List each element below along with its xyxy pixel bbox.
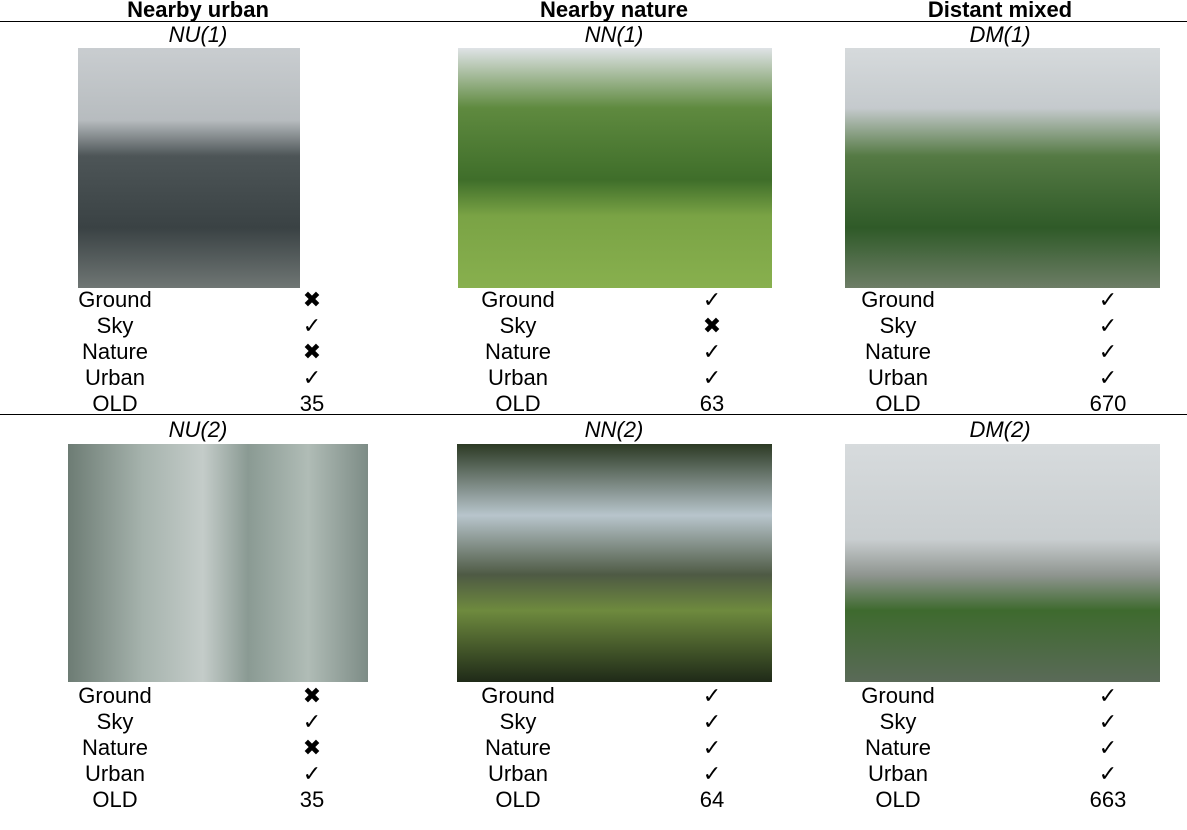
attribute-value: ✓ bbox=[1099, 314, 1117, 338]
attribute-name: Urban bbox=[488, 762, 548, 786]
attribute-value: ✓ bbox=[303, 710, 321, 734]
attribute-value: 64 bbox=[700, 788, 724, 812]
attribute-value: ✓ bbox=[703, 710, 721, 734]
group-rule bbox=[0, 414, 1187, 415]
attribute-name: Nature bbox=[82, 736, 148, 760]
scene-label: NN(1) bbox=[585, 23, 644, 47]
attribute-value: ✓ bbox=[1099, 684, 1117, 708]
scene-photo bbox=[68, 444, 368, 682]
attribute-value: ✓ bbox=[1099, 710, 1117, 734]
attribute-name: Ground bbox=[861, 288, 934, 312]
attribute-name: Nature bbox=[82, 340, 148, 364]
attribute-name: OLD bbox=[92, 392, 137, 416]
scene-label: DM(1) bbox=[969, 23, 1030, 47]
scene-photo bbox=[457, 444, 772, 682]
scene-photo bbox=[78, 48, 300, 288]
attribute-value: ✓ bbox=[303, 314, 321, 338]
attribute-value: 63 bbox=[700, 392, 724, 416]
attribute-value: ✖ bbox=[303, 684, 321, 708]
attribute-value: ✓ bbox=[703, 684, 721, 708]
attribute-name: OLD bbox=[875, 788, 920, 812]
attribute-name: Urban bbox=[868, 366, 928, 390]
scene-label: NU(2) bbox=[169, 418, 228, 442]
attribute-value: ✓ bbox=[703, 288, 721, 312]
attribute-value: 35 bbox=[300, 392, 324, 416]
attribute-name: Urban bbox=[85, 366, 145, 390]
attribute-name: Nature bbox=[485, 340, 551, 364]
attribute-name: Urban bbox=[488, 366, 548, 390]
attribute-name: Sky bbox=[500, 710, 537, 734]
attribute-value: 35 bbox=[300, 788, 324, 812]
attribute-value: ✓ bbox=[1099, 762, 1117, 786]
attribute-value: ✓ bbox=[1099, 736, 1117, 760]
attribute-value: 670 bbox=[1090, 392, 1127, 416]
column-header: Nearby urban bbox=[127, 0, 269, 22]
scene-photo bbox=[458, 48, 772, 288]
attribute-value: ✖ bbox=[703, 314, 721, 338]
attribute-value: ✓ bbox=[303, 366, 321, 390]
attribute-value: ✓ bbox=[1099, 288, 1117, 312]
attribute-name: Urban bbox=[85, 762, 145, 786]
attribute-value: ✓ bbox=[703, 762, 721, 786]
scene-photo bbox=[845, 444, 1160, 682]
attribute-name: Urban bbox=[868, 762, 928, 786]
attribute-value: ✖ bbox=[303, 288, 321, 312]
attribute-value: ✓ bbox=[703, 340, 721, 364]
attribute-name: OLD bbox=[92, 788, 137, 812]
attribute-name: OLD bbox=[495, 788, 540, 812]
attribute-value: ✓ bbox=[703, 366, 721, 390]
attribute-name: Ground bbox=[78, 684, 151, 708]
attribute-name: Sky bbox=[97, 710, 134, 734]
page: Nearby urban Nearby nature Distant mixed NU… bbox=[0, 0, 1187, 830]
attribute-name: Nature bbox=[865, 340, 931, 364]
attribute-name: Sky bbox=[97, 314, 134, 338]
attribute-name: Sky bbox=[880, 314, 917, 338]
attribute-value: ✓ bbox=[703, 736, 721, 760]
scene-label: DM(2) bbox=[969, 418, 1030, 442]
attribute-name: Nature bbox=[865, 736, 931, 760]
scene-photo bbox=[845, 48, 1160, 288]
attribute-name: Ground bbox=[481, 288, 554, 312]
scene-label: NN(2) bbox=[585, 418, 644, 442]
column-header: Distant mixed bbox=[928, 0, 1072, 22]
attribute-name: OLD bbox=[875, 392, 920, 416]
scene-label: NU(1) bbox=[169, 23, 228, 47]
attribute-name: Ground bbox=[481, 684, 554, 708]
attribute-value: 663 bbox=[1090, 788, 1127, 812]
attribute-value: ✓ bbox=[1099, 366, 1117, 390]
attribute-name: Ground bbox=[861, 684, 934, 708]
attribute-name: OLD bbox=[495, 392, 540, 416]
attribute-value: ✖ bbox=[303, 736, 321, 760]
attribute-value: ✓ bbox=[1099, 340, 1117, 364]
attribute-name: Sky bbox=[880, 710, 917, 734]
attribute-name: Ground bbox=[78, 288, 151, 312]
attribute-value: ✓ bbox=[303, 762, 321, 786]
column-header: Nearby nature bbox=[540, 0, 688, 22]
attribute-name: Sky bbox=[500, 314, 537, 338]
attribute-name: Nature bbox=[485, 736, 551, 760]
attribute-value: ✖ bbox=[303, 340, 321, 364]
